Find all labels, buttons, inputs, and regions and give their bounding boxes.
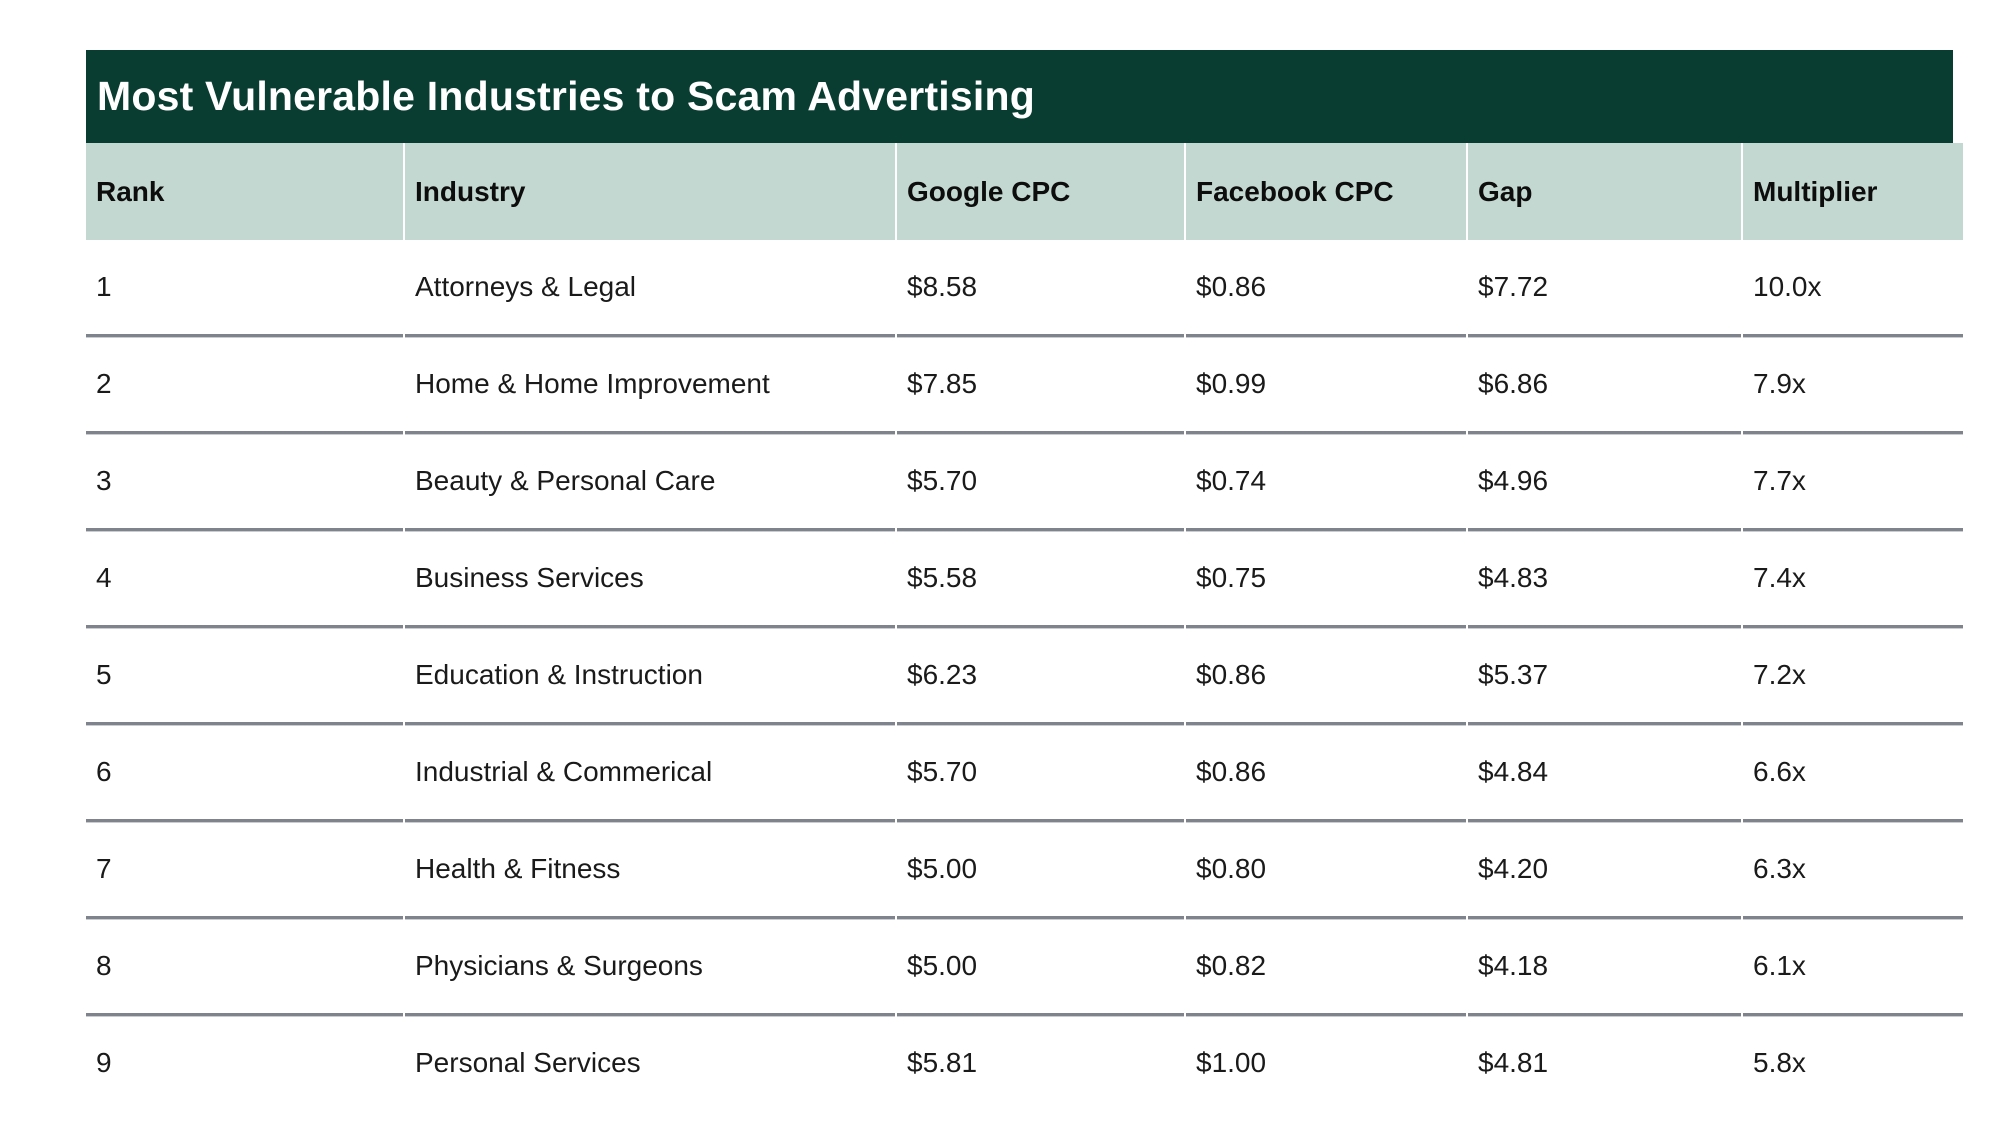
google-cpc-cell: $5.70 (897, 722, 1184, 819)
google-cpc-cell: $5.00 (897, 819, 1184, 916)
industry-cell: Home & Home Improvement (405, 334, 895, 431)
gap-cell: $4.20 (1468, 819, 1741, 916)
rank-cell: 5 (86, 625, 403, 722)
table-header-row: Rank Industry Google CPC Facebook CPC Ga… (86, 143, 1963, 240)
table-row: 9 Personal Services $5.81 $1.00 $4.81 5.… (86, 1013, 1963, 1110)
google-cpc-cell: $5.58 (897, 528, 1184, 625)
table-body: 1 Attorneys & Legal $8.58 $0.86 $7.72 10… (86, 240, 1963, 1110)
facebook-cpc-cell: $0.82 (1186, 916, 1466, 1013)
table-title-bar: Most Vulnerable Industries to Scam Adver… (86, 50, 1953, 143)
gap-cell: $6.86 (1468, 334, 1741, 431)
column-header-rank: Rank (86, 143, 403, 240)
multiplier-cell: 6.1x (1743, 916, 1963, 1013)
google-cpc-cell: $5.00 (897, 916, 1184, 1013)
column-header-multiplier: Multiplier (1743, 143, 1963, 240)
industry-cell: Personal Services (405, 1013, 895, 1110)
multiplier-cell: 7.2x (1743, 625, 1963, 722)
column-header-google-cpc: Google CPC (897, 143, 1184, 240)
rank-cell: 2 (86, 334, 403, 431)
google-cpc-cell: $6.23 (897, 625, 1184, 722)
scam-advertising-table: Rank Industry Google CPC Facebook CPC Ga… (84, 143, 1965, 1110)
table-title: Most Vulnerable Industries to Scam Adver… (97, 73, 1035, 119)
table-row: 7 Health & Fitness $5.00 $0.80 $4.20 6.3… (86, 819, 1963, 916)
gap-cell: $4.83 (1468, 528, 1741, 625)
rank-cell: 9 (86, 1013, 403, 1110)
gap-cell: $4.18 (1468, 916, 1741, 1013)
header-row: Rank Industry Google CPC Facebook CPC Ga… (86, 143, 1963, 240)
industry-cell: Business Services (405, 528, 895, 625)
gap-cell: $4.96 (1468, 431, 1741, 528)
table-row: 5 Education & Instruction $6.23 $0.86 $5… (86, 625, 1963, 722)
industry-cell: Industrial & Commerical (405, 722, 895, 819)
industry-cell: Physicians & Surgeons (405, 916, 895, 1013)
column-header-facebook-cpc: Facebook CPC (1186, 143, 1466, 240)
table-row: 4 Business Services $5.58 $0.75 $4.83 7.… (86, 528, 1963, 625)
rank-cell: 1 (86, 240, 403, 334)
column-header-gap: Gap (1468, 143, 1741, 240)
facebook-cpc-cell: $0.86 (1186, 625, 1466, 722)
column-header-industry: Industry (405, 143, 895, 240)
table-row: 8 Physicians & Surgeons $5.00 $0.82 $4.1… (86, 916, 1963, 1013)
facebook-cpc-cell: $0.75 (1186, 528, 1466, 625)
multiplier-cell: 7.9x (1743, 334, 1963, 431)
industry-cell: Education & Instruction (405, 625, 895, 722)
multiplier-cell: 10.0x (1743, 240, 1963, 334)
facebook-cpc-cell: $0.99 (1186, 334, 1466, 431)
rank-cell: 7 (86, 819, 403, 916)
rank-cell: 4 (86, 528, 403, 625)
facebook-cpc-cell: $0.86 (1186, 722, 1466, 819)
facebook-cpc-cell: $1.00 (1186, 1013, 1466, 1110)
industry-cell: Attorneys & Legal (405, 240, 895, 334)
facebook-cpc-cell: $0.74 (1186, 431, 1466, 528)
gap-cell: $4.84 (1468, 722, 1741, 819)
gap-cell: $4.81 (1468, 1013, 1741, 1110)
facebook-cpc-cell: $0.80 (1186, 819, 1466, 916)
multiplier-cell: 7.7x (1743, 431, 1963, 528)
google-cpc-cell: $5.70 (897, 431, 1184, 528)
multiplier-cell: 6.6x (1743, 722, 1963, 819)
industry-cell: Beauty & Personal Care (405, 431, 895, 528)
gap-cell: $5.37 (1468, 625, 1741, 722)
google-cpc-cell: $5.81 (897, 1013, 1184, 1110)
multiplier-cell: 5.8x (1743, 1013, 1963, 1110)
table-row: 3 Beauty & Personal Care $5.70 $0.74 $4.… (86, 431, 1963, 528)
gap-cell: $7.72 (1468, 240, 1741, 334)
google-cpc-cell: $8.58 (897, 240, 1184, 334)
multiplier-cell: 7.4x (1743, 528, 1963, 625)
industry-cell: Health & Fitness (405, 819, 895, 916)
rank-cell: 8 (86, 916, 403, 1013)
scam-advertising-table-container: Most Vulnerable Industries to Scam Adver… (86, 50, 1963, 1110)
rank-cell: 3 (86, 431, 403, 528)
rank-cell: 6 (86, 722, 403, 819)
facebook-cpc-cell: $0.86 (1186, 240, 1466, 334)
google-cpc-cell: $7.85 (897, 334, 1184, 431)
table-row: 6 Industrial & Commerical $5.70 $0.86 $4… (86, 722, 1963, 819)
table-row: 2 Home & Home Improvement $7.85 $0.99 $6… (86, 334, 1963, 431)
multiplier-cell: 6.3x (1743, 819, 1963, 916)
table-row: 1 Attorneys & Legal $8.58 $0.86 $7.72 10… (86, 240, 1963, 334)
